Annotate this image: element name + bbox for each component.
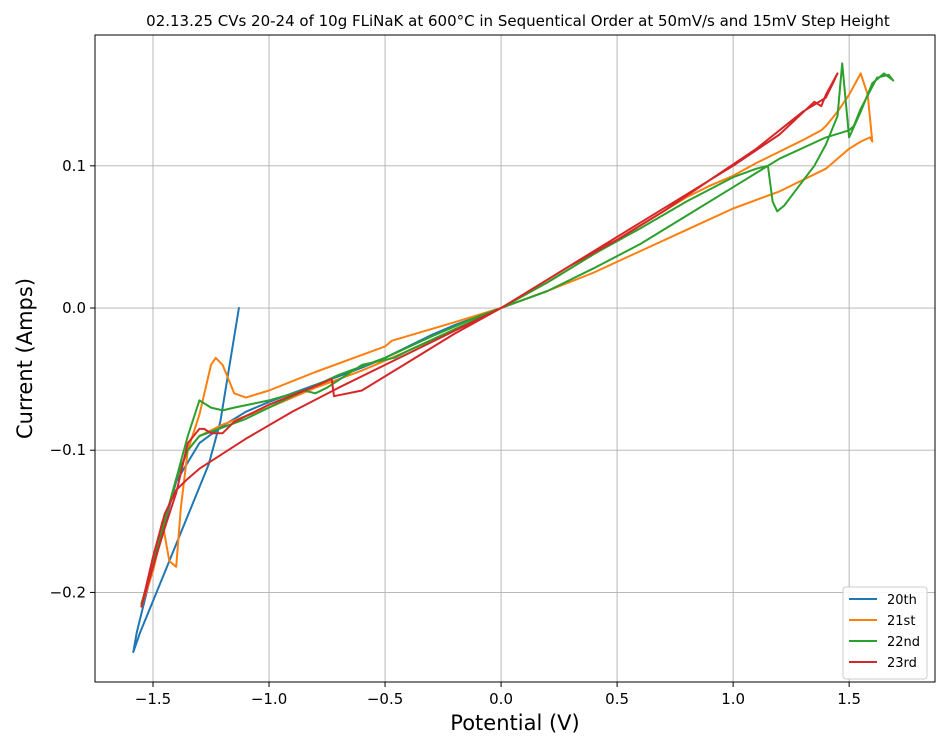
series-line-23rd <box>140 72 839 608</box>
series-lines <box>132 62 895 654</box>
legend-label: 21st <box>887 614 915 629</box>
x-tick-label: −1.5 <box>135 690 171 708</box>
x-tick-label: 0.5 <box>605 690 629 708</box>
y-tick-label: −0.2 <box>50 583 86 601</box>
grid-lines <box>95 35 935 682</box>
x-tick-label: 0.0 <box>489 690 513 708</box>
series-line-22nd <box>140 62 895 605</box>
x-tick-label: 1.0 <box>721 690 745 708</box>
legend: 20th 21st 22nd 23rd <box>842 586 928 680</box>
series-line-21st <box>140 72 874 608</box>
legend-label: 22nd <box>887 635 920 650</box>
plot-frame <box>94 34 936 683</box>
y-tick-label: 0.0 <box>62 299 86 317</box>
series-line-20th <box>132 307 503 654</box>
y-tick-label: 0.1 <box>62 157 86 175</box>
axis-ticks: −1.5 −1.0 −0.5 0.0 0.5 1.0 1.5 −0.2 −0.1 0.0 0.1 <box>50 157 862 708</box>
y-axis-label: Current (Amps) <box>13 278 37 439</box>
chart-title: 02.13.25 CVs 20-24 of 10g FLiNaK at 600°… <box>146 12 890 30</box>
legend-label: 23rd <box>887 656 917 671</box>
x-tick-label: 1.5 <box>837 690 861 708</box>
legend-label: 20th <box>887 593 917 608</box>
y-tick-label: −0.1 <box>50 441 86 459</box>
x-tick-label: −0.5 <box>367 690 403 708</box>
x-axis-label: Potential (V) <box>450 711 579 735</box>
legend-box <box>842 586 928 680</box>
x-tick-label: −1.0 <box>251 690 287 708</box>
